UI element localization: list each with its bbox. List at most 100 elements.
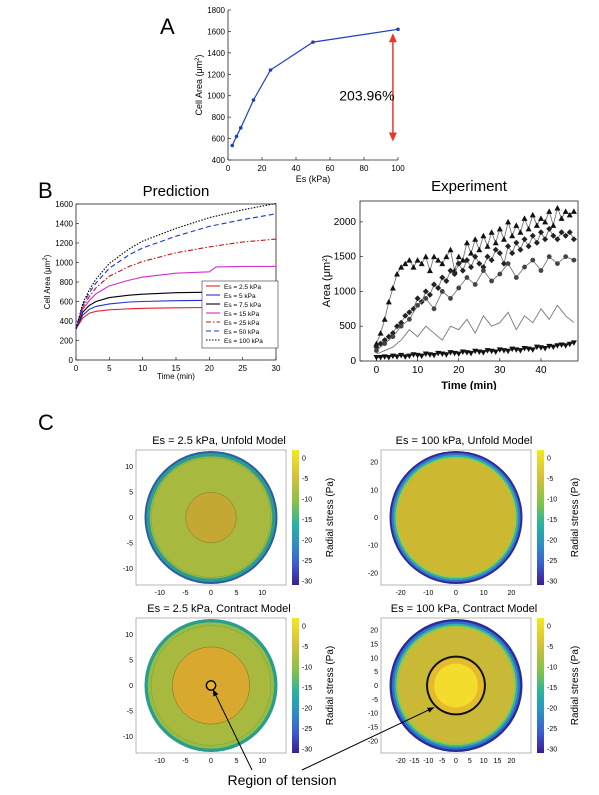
data-point <box>546 208 553 214</box>
data-point <box>550 232 557 239</box>
data-point <box>394 354 401 360</box>
x-tick-label: 20 <box>258 164 267 173</box>
panel-label-b: B <box>38 178 53 203</box>
colorbar-tick-label: -30 <box>547 579 557 586</box>
x-tick-label: -5 <box>182 590 188 597</box>
x-tick-label: 0 <box>374 365 380 376</box>
data-point <box>431 352 438 359</box>
colorbar <box>292 450 299 585</box>
y-tick-label: 20 <box>370 628 378 635</box>
x-tick-label: 0 <box>454 590 458 597</box>
data-point <box>443 253 450 260</box>
data-point <box>566 211 573 218</box>
data-point <box>443 278 450 284</box>
chart-title: Experiment <box>431 178 508 195</box>
colorbar-tick-label: 0 <box>547 456 551 463</box>
data-point <box>459 257 466 263</box>
data-point <box>414 295 421 302</box>
y-tick-label: 5 <box>374 669 378 676</box>
colorbar-tick-label: -30 <box>302 747 312 754</box>
data-point <box>230 143 235 148</box>
colorbar-tick-label: 0 <box>302 624 306 631</box>
data-point <box>398 352 405 359</box>
data-point <box>385 355 392 361</box>
x-tick-label: 5 <box>235 758 239 765</box>
x-tick-label: 5 <box>235 590 239 597</box>
x-tick-label: 5 <box>468 758 472 765</box>
x-tick-label: -20 <box>396 590 406 597</box>
data-point <box>496 225 503 232</box>
data-point <box>390 334 396 340</box>
data-point <box>396 27 400 32</box>
colorbar-tick-label: -20 <box>547 538 557 545</box>
data-point <box>406 309 413 316</box>
data-point <box>489 278 495 284</box>
x-tick-label: -10 <box>423 590 433 597</box>
colorbar-tick-label: -25 <box>547 726 557 733</box>
data-point <box>410 264 417 270</box>
data-point <box>546 225 553 232</box>
colorbar-tick-label: -15 <box>302 517 312 524</box>
series-line <box>376 227 575 348</box>
legend-label: Es = 15 kPa <box>224 311 260 318</box>
data-point <box>382 341 388 347</box>
data-point <box>455 351 462 358</box>
y-tick-label: -10 <box>123 734 133 741</box>
heatmap-c1: Es = 2.5 kPa, Unfold Model -10 -10 -5 -5 0 0 5 5… <box>123 435 335 597</box>
data-point <box>484 243 491 249</box>
series-line <box>376 304 575 355</box>
panel-label-a: A <box>160 14 175 39</box>
data-point <box>398 323 404 329</box>
x-axis-label: Time (min) <box>441 380 497 390</box>
series-line <box>75 213 277 329</box>
y-tick-label: 200 <box>60 337 74 346</box>
data-point <box>513 275 519 280</box>
x-tick-label: 100 <box>391 164 405 173</box>
data-point <box>566 229 573 236</box>
data-point <box>439 289 445 294</box>
data-point <box>439 260 446 267</box>
series-line <box>75 202 277 329</box>
y-axis-label: Cell Area (μm2) <box>43 254 52 309</box>
data-point <box>476 260 483 267</box>
y-tick-label: -20 <box>368 570 378 577</box>
x-tick-label: -10 <box>423 758 433 765</box>
data-point <box>546 254 552 260</box>
data-point <box>373 340 380 347</box>
x-tick-label: -10 <box>155 758 165 765</box>
x-tick-label: -5 <box>182 758 188 765</box>
data-point <box>517 229 524 235</box>
y-tick-label: 0 <box>129 515 133 522</box>
colorbar-label: Radial stress (Pa) <box>325 478 335 557</box>
data-point <box>447 267 454 274</box>
data-point <box>381 316 388 322</box>
data-point <box>562 208 569 214</box>
x-tick-label: 20 <box>508 758 516 765</box>
y-tick-label: 10 <box>370 655 378 662</box>
chart-b-experiment: Experiment 0 10 20 30 40 0 500 1000 1500 2000 Area … <box>321 178 579 390</box>
y-tick-label: -5 <box>372 697 378 704</box>
data-point <box>385 298 392 305</box>
colorbar-tick-label: -5 <box>547 644 553 651</box>
data-point <box>464 275 470 280</box>
y-tick-label: -20 <box>368 738 378 745</box>
x-tick-label: 20 <box>508 590 516 597</box>
chart-a: 0 20 40 60 80 100 400 600 800 1000 1200 1400 1600 180… <box>194 6 405 184</box>
x-tick-label: 10 <box>258 758 266 765</box>
x-tick-label: -15 <box>409 758 419 765</box>
colorbar-tick-label: 0 <box>547 624 551 631</box>
data-point <box>398 264 405 270</box>
y-tick-label: 600 <box>212 135 226 144</box>
y-tick-label: 5 <box>129 489 133 496</box>
x-tick-label: 30 <box>272 364 281 373</box>
data-point <box>402 260 409 267</box>
data-point <box>431 253 438 260</box>
x-tick-label: 10 <box>480 758 488 765</box>
arrow-head-top <box>388 33 397 43</box>
data-point <box>538 268 544 273</box>
series-line <box>75 265 276 329</box>
data-point <box>418 353 425 360</box>
legend-label: Es = 2.5 kPa <box>224 284 261 291</box>
data-point <box>500 236 507 242</box>
data-point <box>525 225 532 232</box>
